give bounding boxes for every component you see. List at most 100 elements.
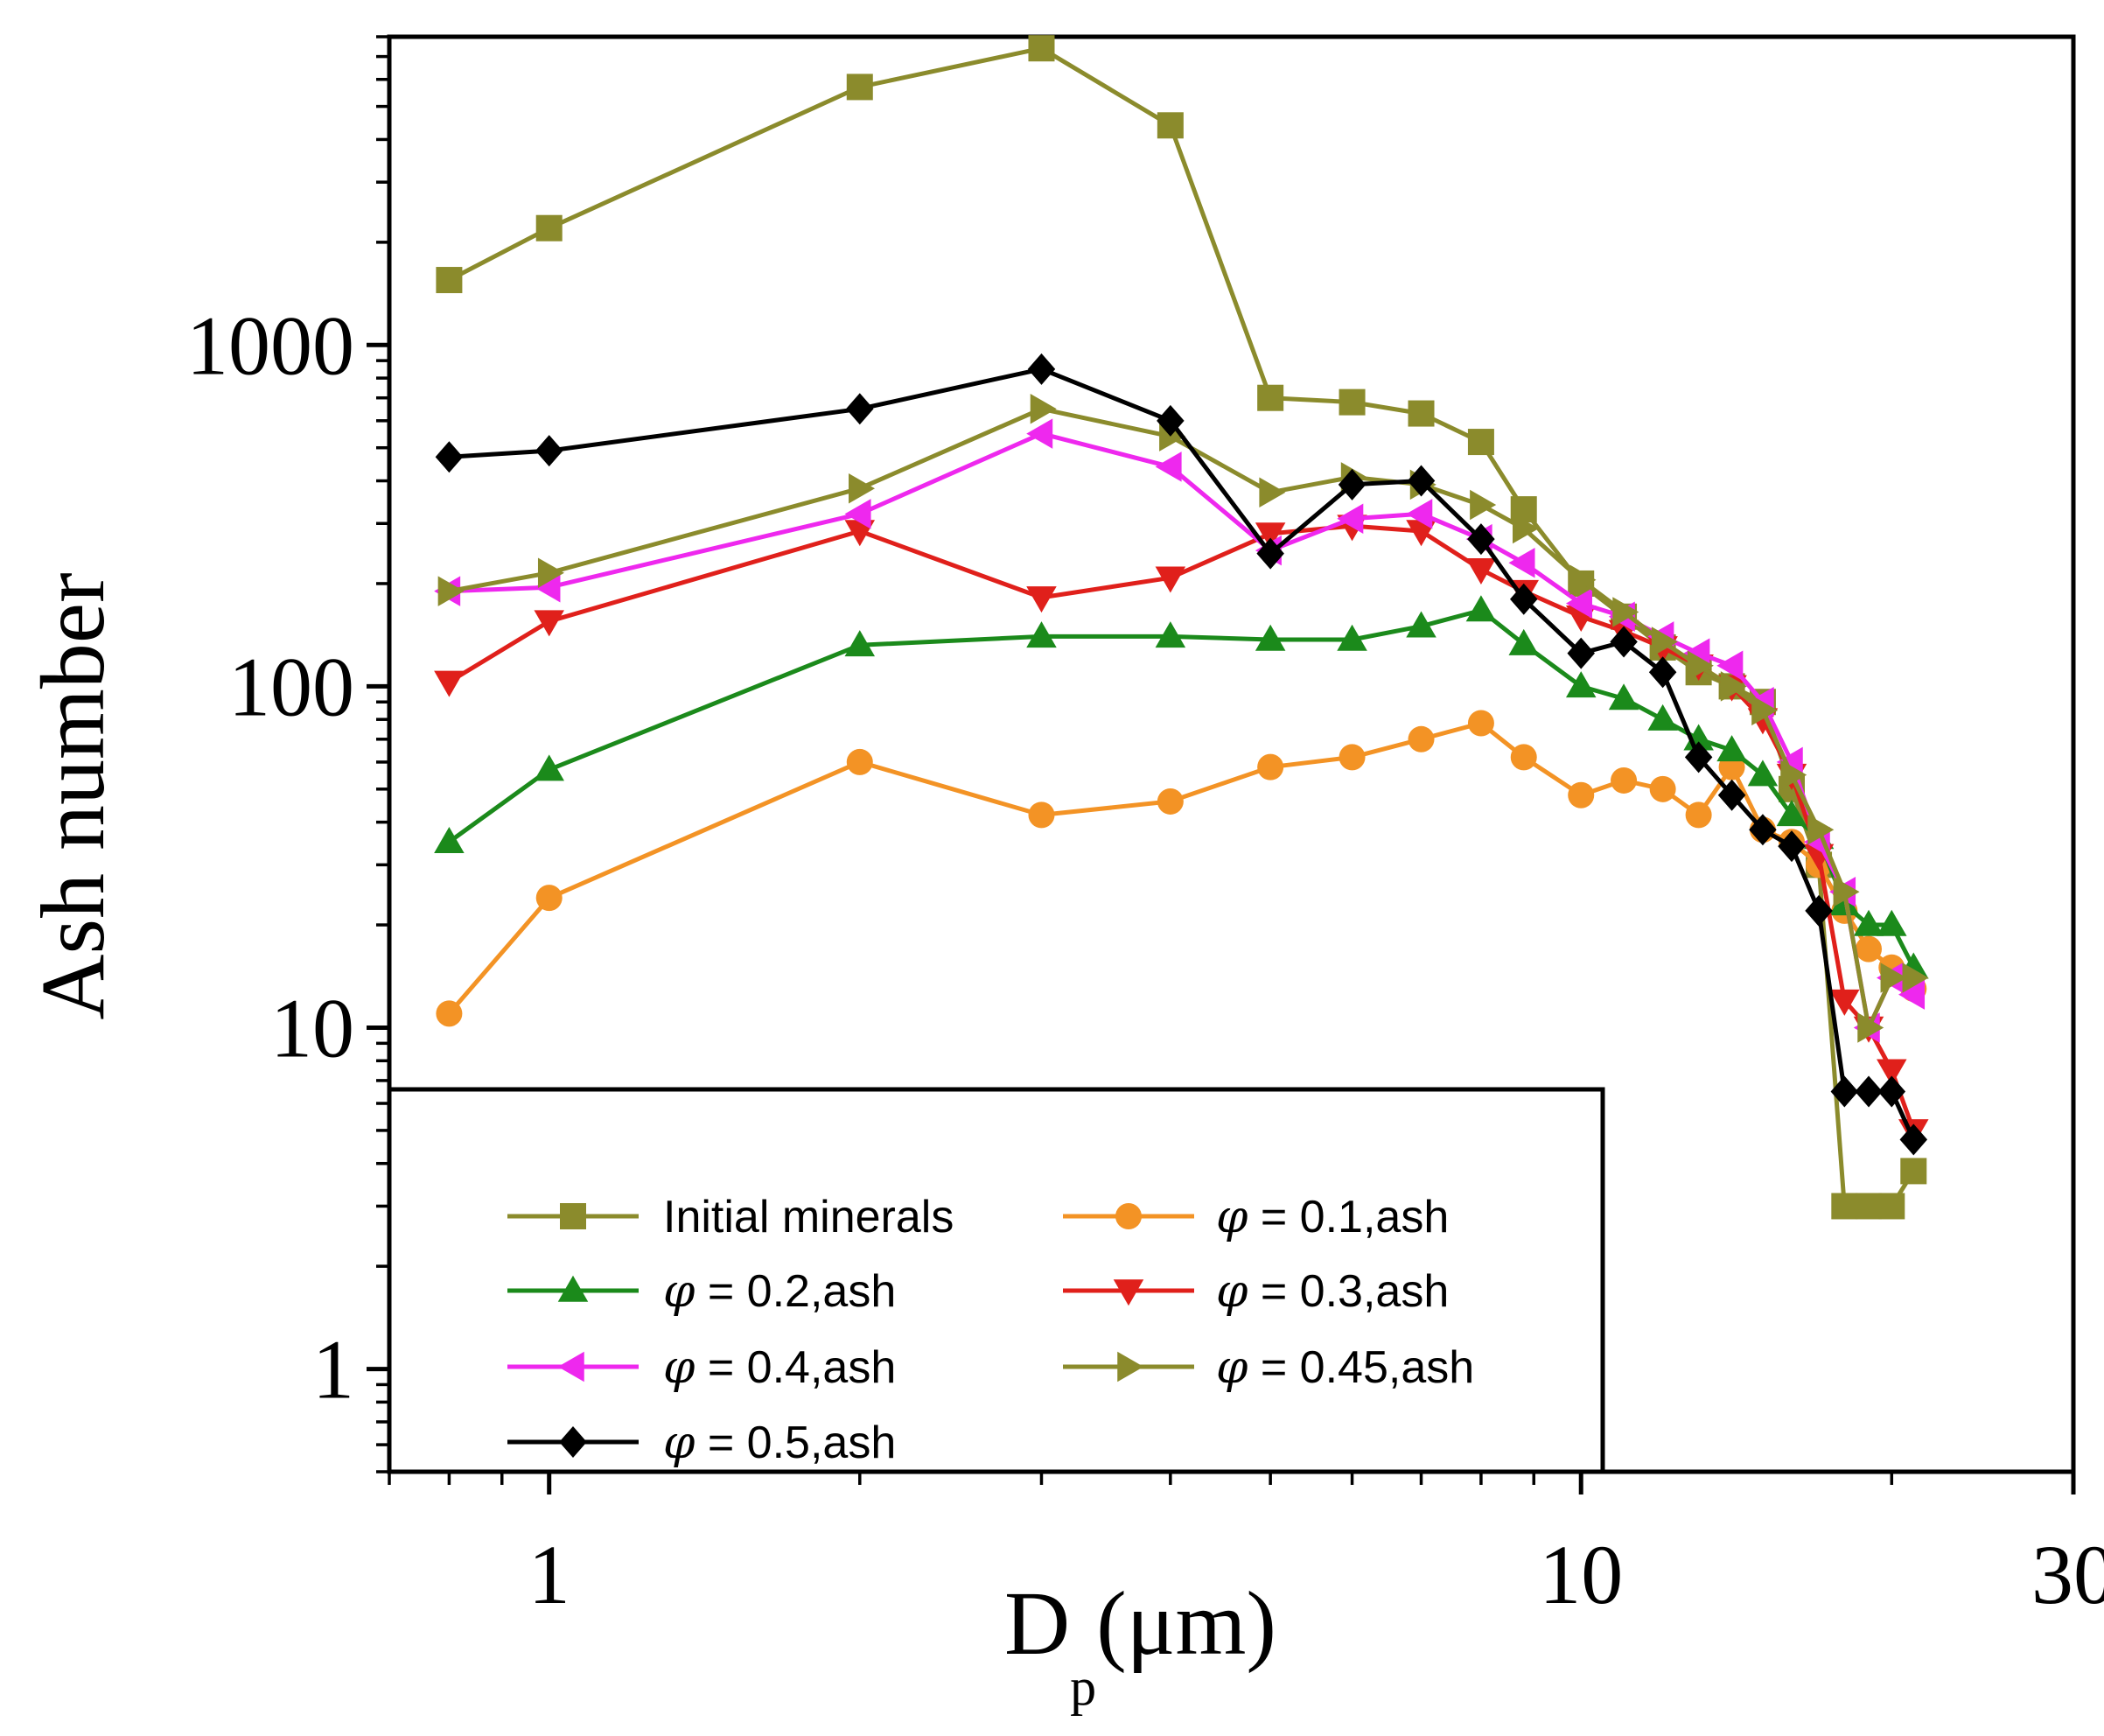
data-point <box>1255 522 1286 550</box>
legend-label-phi: φ <box>1216 1341 1248 1394</box>
data-point <box>1256 537 1284 570</box>
data-point <box>1685 802 1712 829</box>
y-tick-label: 1000 <box>186 298 354 392</box>
data-point <box>535 885 563 912</box>
data-point <box>1568 781 1595 808</box>
data-point <box>1406 611 1436 638</box>
data-point <box>1508 548 1535 578</box>
legend-item: φ = 0.3,ash <box>1063 1265 1449 1318</box>
legend-label: Initial minerals <box>663 1192 954 1242</box>
data-point <box>844 630 876 657</box>
series-1 <box>436 710 1927 1027</box>
data-point <box>1565 671 1597 698</box>
data-point <box>1687 650 1714 681</box>
data-point <box>1831 1193 1858 1220</box>
legend-label-rest: = 0.1,ash <box>1248 1192 1449 1242</box>
data-point <box>1898 979 1926 1010</box>
x-axis-title-subscript: p <box>1070 1658 1096 1716</box>
data-point <box>1717 779 1746 811</box>
x-tick-label: 1 <box>528 1528 570 1621</box>
legend-swatch-marker <box>1115 1203 1142 1229</box>
data-point <box>1465 558 1497 585</box>
data-point <box>1026 418 1053 449</box>
data-point <box>1408 725 1435 752</box>
data-point <box>1805 894 1833 927</box>
data-point <box>1807 815 1835 845</box>
data-point <box>1648 656 1677 689</box>
data-point <box>1780 760 1807 790</box>
legend-label-phi: φ <box>663 1265 696 1318</box>
data-point <box>1902 962 1929 993</box>
data-point <box>1467 523 1495 556</box>
data-point <box>1339 744 1366 771</box>
data-point <box>846 748 873 775</box>
data-point <box>1649 775 1676 802</box>
data-point <box>434 670 465 697</box>
data-point <box>1565 588 1592 619</box>
data-point <box>534 754 564 781</box>
data-point <box>1155 621 1186 648</box>
data-point <box>1509 583 1538 615</box>
legend-item: φ = 0.5,ash <box>507 1417 896 1469</box>
data-point <box>535 214 563 242</box>
data-point <box>1751 695 1779 726</box>
series-6 <box>435 353 1928 1156</box>
data-point <box>1508 628 1539 655</box>
data-point <box>435 441 464 473</box>
x-axis-title-unit: (μm) <box>1096 1573 1276 1674</box>
data-point <box>1259 477 1286 508</box>
data-point <box>1856 1193 1883 1220</box>
data-point <box>1651 626 1678 657</box>
data-point <box>436 1000 463 1027</box>
legend-label-phi: φ <box>1216 1265 1248 1318</box>
legend-label-rest: = 0.45,ash <box>1248 1342 1474 1393</box>
data-point <box>849 472 876 504</box>
data-point <box>1028 35 1055 62</box>
data-point <box>1830 1075 1859 1108</box>
data-point <box>1776 800 1807 827</box>
legend-item: Initial minerals <box>507 1192 954 1242</box>
data-point <box>1337 503 1364 534</box>
data-point <box>1157 404 1185 437</box>
legend-label: φ = 0.4,ash <box>663 1341 896 1394</box>
series-line <box>448 46 1916 1208</box>
data-point <box>1716 650 1744 681</box>
y-tick-label: 10 <box>270 981 354 1074</box>
data-point <box>1720 671 1747 702</box>
data-point <box>1026 586 1057 613</box>
data-point <box>1407 465 1436 497</box>
legend-swatch-marker <box>559 1426 587 1458</box>
y-tick-label: 100 <box>228 640 354 733</box>
data-point <box>1257 753 1284 780</box>
data-point <box>436 267 463 294</box>
data-point <box>1880 962 1907 993</box>
data-point <box>1026 621 1057 648</box>
data-point <box>1157 112 1184 139</box>
series-line <box>448 406 1914 1030</box>
data-point <box>1612 597 1639 627</box>
legend-swatch-marker <box>557 1351 584 1382</box>
data-point <box>535 435 563 467</box>
data-point <box>1611 766 1638 794</box>
data-point <box>437 576 465 606</box>
data-point <box>1855 1075 1883 1108</box>
legend-label-phi: φ <box>663 1341 696 1394</box>
data-point <box>1157 788 1184 815</box>
data-point <box>1878 1193 1905 1220</box>
data-point <box>1339 388 1366 416</box>
legend-label: φ = 0.1,ash <box>1216 1191 1449 1243</box>
data-point <box>537 557 564 588</box>
tick-labels: 1 10 100 1000 1 10 30 <box>186 298 2104 1621</box>
series-line <box>449 431 1915 1030</box>
data-point <box>1569 564 1597 596</box>
legend-label-rest: = 0.2,ash <box>695 1266 896 1317</box>
data-point <box>1747 760 1779 787</box>
data-point <box>1856 935 1883 962</box>
data-point <box>1877 1075 1906 1108</box>
legend-label-phi: φ <box>1216 1191 1248 1243</box>
data-point <box>1028 802 1055 829</box>
data-point <box>1465 595 1497 622</box>
data-point <box>1257 384 1284 411</box>
data-point <box>534 571 561 603</box>
